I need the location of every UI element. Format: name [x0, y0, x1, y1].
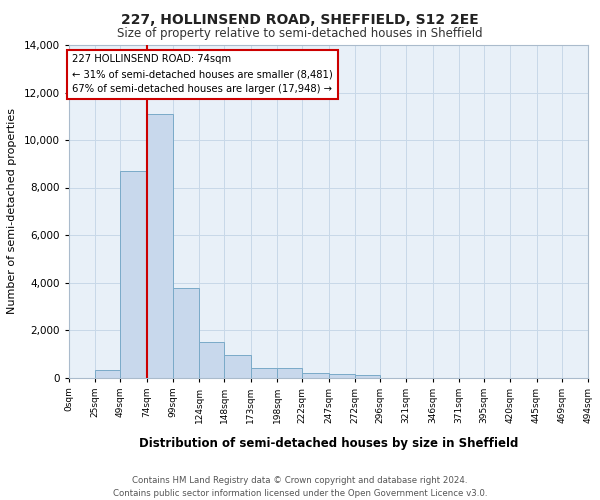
Bar [95, 370, 121, 378]
Bar [173, 288, 199, 378]
Bar [199, 342, 224, 378]
X-axis label: Distribution of semi-detached houses by size in Sheffield: Distribution of semi-detached houses by … [139, 437, 518, 450]
Bar [251, 368, 277, 378]
Y-axis label: Number of semi-detached properties: Number of semi-detached properties [7, 108, 17, 314]
Bar [355, 375, 380, 378]
Text: 227, HOLLINSEND ROAD, SHEFFIELD, S12 2EE: 227, HOLLINSEND ROAD, SHEFFIELD, S12 2EE [121, 12, 479, 26]
Text: Contains HM Land Registry data © Crown copyright and database right 2024.
Contai: Contains HM Land Registry data © Crown c… [113, 476, 487, 498]
Text: Size of property relative to semi-detached houses in Sheffield: Size of property relative to semi-detach… [117, 28, 483, 40]
Bar [302, 373, 329, 378]
Bar [277, 368, 302, 378]
Bar [224, 355, 251, 378]
Bar [147, 114, 173, 378]
Bar [121, 171, 147, 378]
Text: 227 HOLLINSEND ROAD: 74sqm
← 31% of semi-detached houses are smaller (8,481)
67%: 227 HOLLINSEND ROAD: 74sqm ← 31% of semi… [72, 54, 333, 94]
Bar [329, 374, 355, 378]
